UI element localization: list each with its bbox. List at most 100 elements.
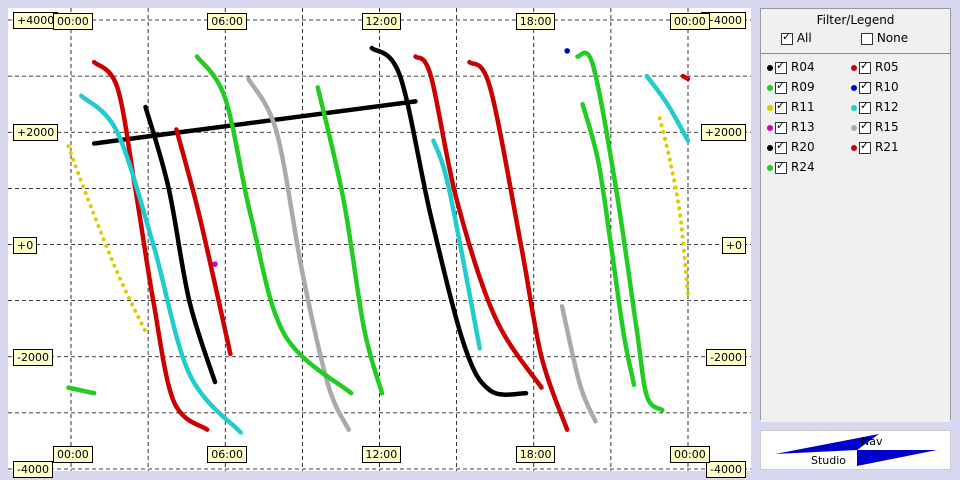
series-r15 xyxy=(559,303,598,424)
y-tick-label-left: -2000 xyxy=(13,348,53,366)
x-tick-label-top: 18:00 xyxy=(515,13,556,30)
legend-checkbox[interactable] xyxy=(859,99,871,114)
legend-label: R12 xyxy=(875,100,899,114)
legend-label: R11 xyxy=(791,100,815,114)
all-label: All xyxy=(796,31,812,45)
series-r24 xyxy=(580,101,637,388)
series-r12 xyxy=(79,93,243,435)
filter-legend-panel: Filter/Legend All None R04 R05 R09 R10 R11 R1… xyxy=(760,8,951,422)
legend-checkbox[interactable] xyxy=(775,79,787,94)
logo-right-wing xyxy=(857,450,937,466)
none-toggle[interactable]: None xyxy=(861,31,908,45)
legend-checkbox[interactable] xyxy=(859,139,871,154)
data-point xyxy=(212,261,218,267)
series-r12 xyxy=(644,73,691,143)
series-line xyxy=(66,385,97,396)
legend-color-dot xyxy=(767,64,773,71)
legend-item[interactable]: R10 xyxy=(851,79,899,96)
legend-checkbox[interactable] xyxy=(775,139,787,154)
legend-checkbox[interactable] xyxy=(775,99,787,114)
y-tick-label-right: -4000 xyxy=(706,461,746,478)
legend-label: R21 xyxy=(875,140,899,154)
legend-label: R04 xyxy=(791,60,815,74)
y-tick-label-right: +0 xyxy=(721,236,746,254)
legend-label: R24 xyxy=(791,160,815,174)
y-tick-label-left: +4000 xyxy=(13,12,59,29)
series-r20 xyxy=(143,104,218,385)
legend-label: R05 xyxy=(875,60,899,74)
legend-color-dot xyxy=(851,64,857,71)
legend-checkbox[interactable] xyxy=(859,59,871,74)
legend-item[interactable]: R11 xyxy=(767,99,815,116)
series-r09 xyxy=(66,385,97,396)
legend-item[interactable]: R21 xyxy=(851,139,899,156)
legend-item[interactable]: R09 xyxy=(767,79,815,96)
chart-plot-area: +4000 +4000 +2000 +2000 +0 +0 -2000 -2000 -4000 -… xyxy=(8,8,751,478)
legend-color-dot xyxy=(851,104,857,111)
series-r13 xyxy=(212,261,218,267)
x-tick-label-top: 12:00 xyxy=(361,13,402,30)
y-tick-label-right: -2000 xyxy=(706,348,746,366)
legend-checkbox[interactable] xyxy=(775,159,787,174)
legend-item[interactable]: R04 xyxy=(767,59,815,76)
panel-title: Filter/Legend xyxy=(816,13,895,27)
x-tick-label-bottom: 00:00 xyxy=(53,446,93,463)
all-toggle[interactable]: All xyxy=(781,30,812,45)
series-r21 xyxy=(174,127,233,357)
legend-checkbox[interactable] xyxy=(775,59,787,74)
legend-color-dot xyxy=(851,144,857,151)
legend-label: R20 xyxy=(791,140,815,154)
y-tick-label-right: +4000 xyxy=(700,12,746,29)
series-line xyxy=(559,303,598,424)
series-line xyxy=(369,45,529,397)
none-checkbox[interactable] xyxy=(861,32,873,45)
series-line xyxy=(194,54,354,396)
series-line xyxy=(66,144,148,334)
legend-color-dot xyxy=(767,144,773,151)
all-none-toggles: All None xyxy=(761,30,950,47)
series-r24 xyxy=(194,54,354,396)
series-line xyxy=(174,127,233,357)
series-line xyxy=(680,73,691,82)
legend-checkbox[interactable] xyxy=(775,119,787,134)
series-line xyxy=(79,93,243,435)
legend-checkbox[interactable] xyxy=(859,79,871,94)
grid xyxy=(8,8,751,471)
y-tick-label-right: +2000 xyxy=(700,124,746,142)
y-tick-label-left: -4000 xyxy=(13,461,53,478)
series-r20 xyxy=(369,45,529,397)
legend-item[interactable]: R24 xyxy=(767,159,815,176)
navstudio-logo: Nav Studio xyxy=(760,430,951,470)
x-tick-label-bottom: 00:00 xyxy=(670,446,710,463)
series-r21 xyxy=(467,59,570,432)
logo-top-text: Nav xyxy=(861,435,883,448)
all-checkbox[interactable] xyxy=(781,30,793,45)
x-tick-label-top: 00:00 xyxy=(670,13,710,30)
series-r10 xyxy=(564,48,570,54)
series-r11 xyxy=(66,144,148,334)
none-label: None xyxy=(876,31,909,45)
series-r12 xyxy=(431,138,483,351)
legend-label: R15 xyxy=(875,120,899,134)
series-line xyxy=(91,99,418,146)
logo-left-wing xyxy=(775,434,879,454)
legend-item[interactable]: R13 xyxy=(767,119,815,136)
series-r11 xyxy=(657,116,690,298)
legend-color-dot xyxy=(767,124,773,131)
series-r05 xyxy=(91,59,210,432)
legend-item[interactable]: R05 xyxy=(851,59,899,76)
series-line xyxy=(91,59,210,432)
series-r04 xyxy=(91,99,418,146)
x-tick-label-bottom: 12:00 xyxy=(361,446,402,463)
x-tick-label-bottom: 06:00 xyxy=(207,446,247,463)
legend-item[interactable]: R15 xyxy=(851,119,899,136)
series-r09 xyxy=(315,85,385,396)
legend-label: R13 xyxy=(791,120,815,134)
legend-checkbox[interactable] xyxy=(859,119,871,134)
legend-color-dot xyxy=(767,104,773,111)
legend-item[interactable]: R12 xyxy=(851,99,899,116)
logo-graphic: Nav Studio xyxy=(775,434,937,467)
legend-list: R04 R05 R09 R10 R11 R12 R13 R15 R20 R21 R24 xyxy=(761,53,950,422)
series-r24 xyxy=(575,50,665,413)
legend-item[interactable]: R20 xyxy=(767,139,815,156)
